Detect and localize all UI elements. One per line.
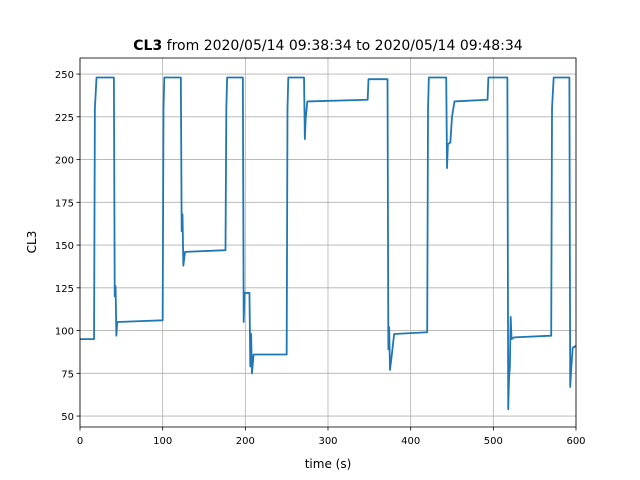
x-axis-label: time (s) xyxy=(305,457,352,471)
y-tick-label: 225 xyxy=(55,113,74,124)
x-tick-label: 300 xyxy=(318,436,337,447)
y-tick-label: 50 xyxy=(61,412,74,423)
x-tick-label: 600 xyxy=(566,436,585,447)
x-tick-label: 100 xyxy=(153,436,172,447)
title-bold: CL3 xyxy=(133,38,162,54)
chart-title: CL3 from 2020/05/14 09:38:34 to 2020/05/… xyxy=(133,38,523,54)
y-tick-label: 125 xyxy=(55,284,74,295)
y-tick-label: 75 xyxy=(61,369,74,380)
data-line xyxy=(80,76,577,411)
y-axis-label: CL3 xyxy=(25,231,39,254)
title-rest: from 2020/05/14 09:38:34 to 2020/05/14 0… xyxy=(167,38,523,54)
plot-frame xyxy=(79,57,577,428)
y-tick-label: 250 xyxy=(55,70,74,81)
y-tick-label: 175 xyxy=(55,198,74,209)
x-tick-label: 0 xyxy=(77,436,83,447)
x-tick-label: 200 xyxy=(236,436,255,447)
x-tick-label: 400 xyxy=(401,436,420,447)
y-tick-label: 200 xyxy=(55,156,74,167)
x-tick-label: 500 xyxy=(484,436,503,447)
y-tick-label: 150 xyxy=(55,241,74,252)
y-tick-label: 100 xyxy=(55,327,74,338)
